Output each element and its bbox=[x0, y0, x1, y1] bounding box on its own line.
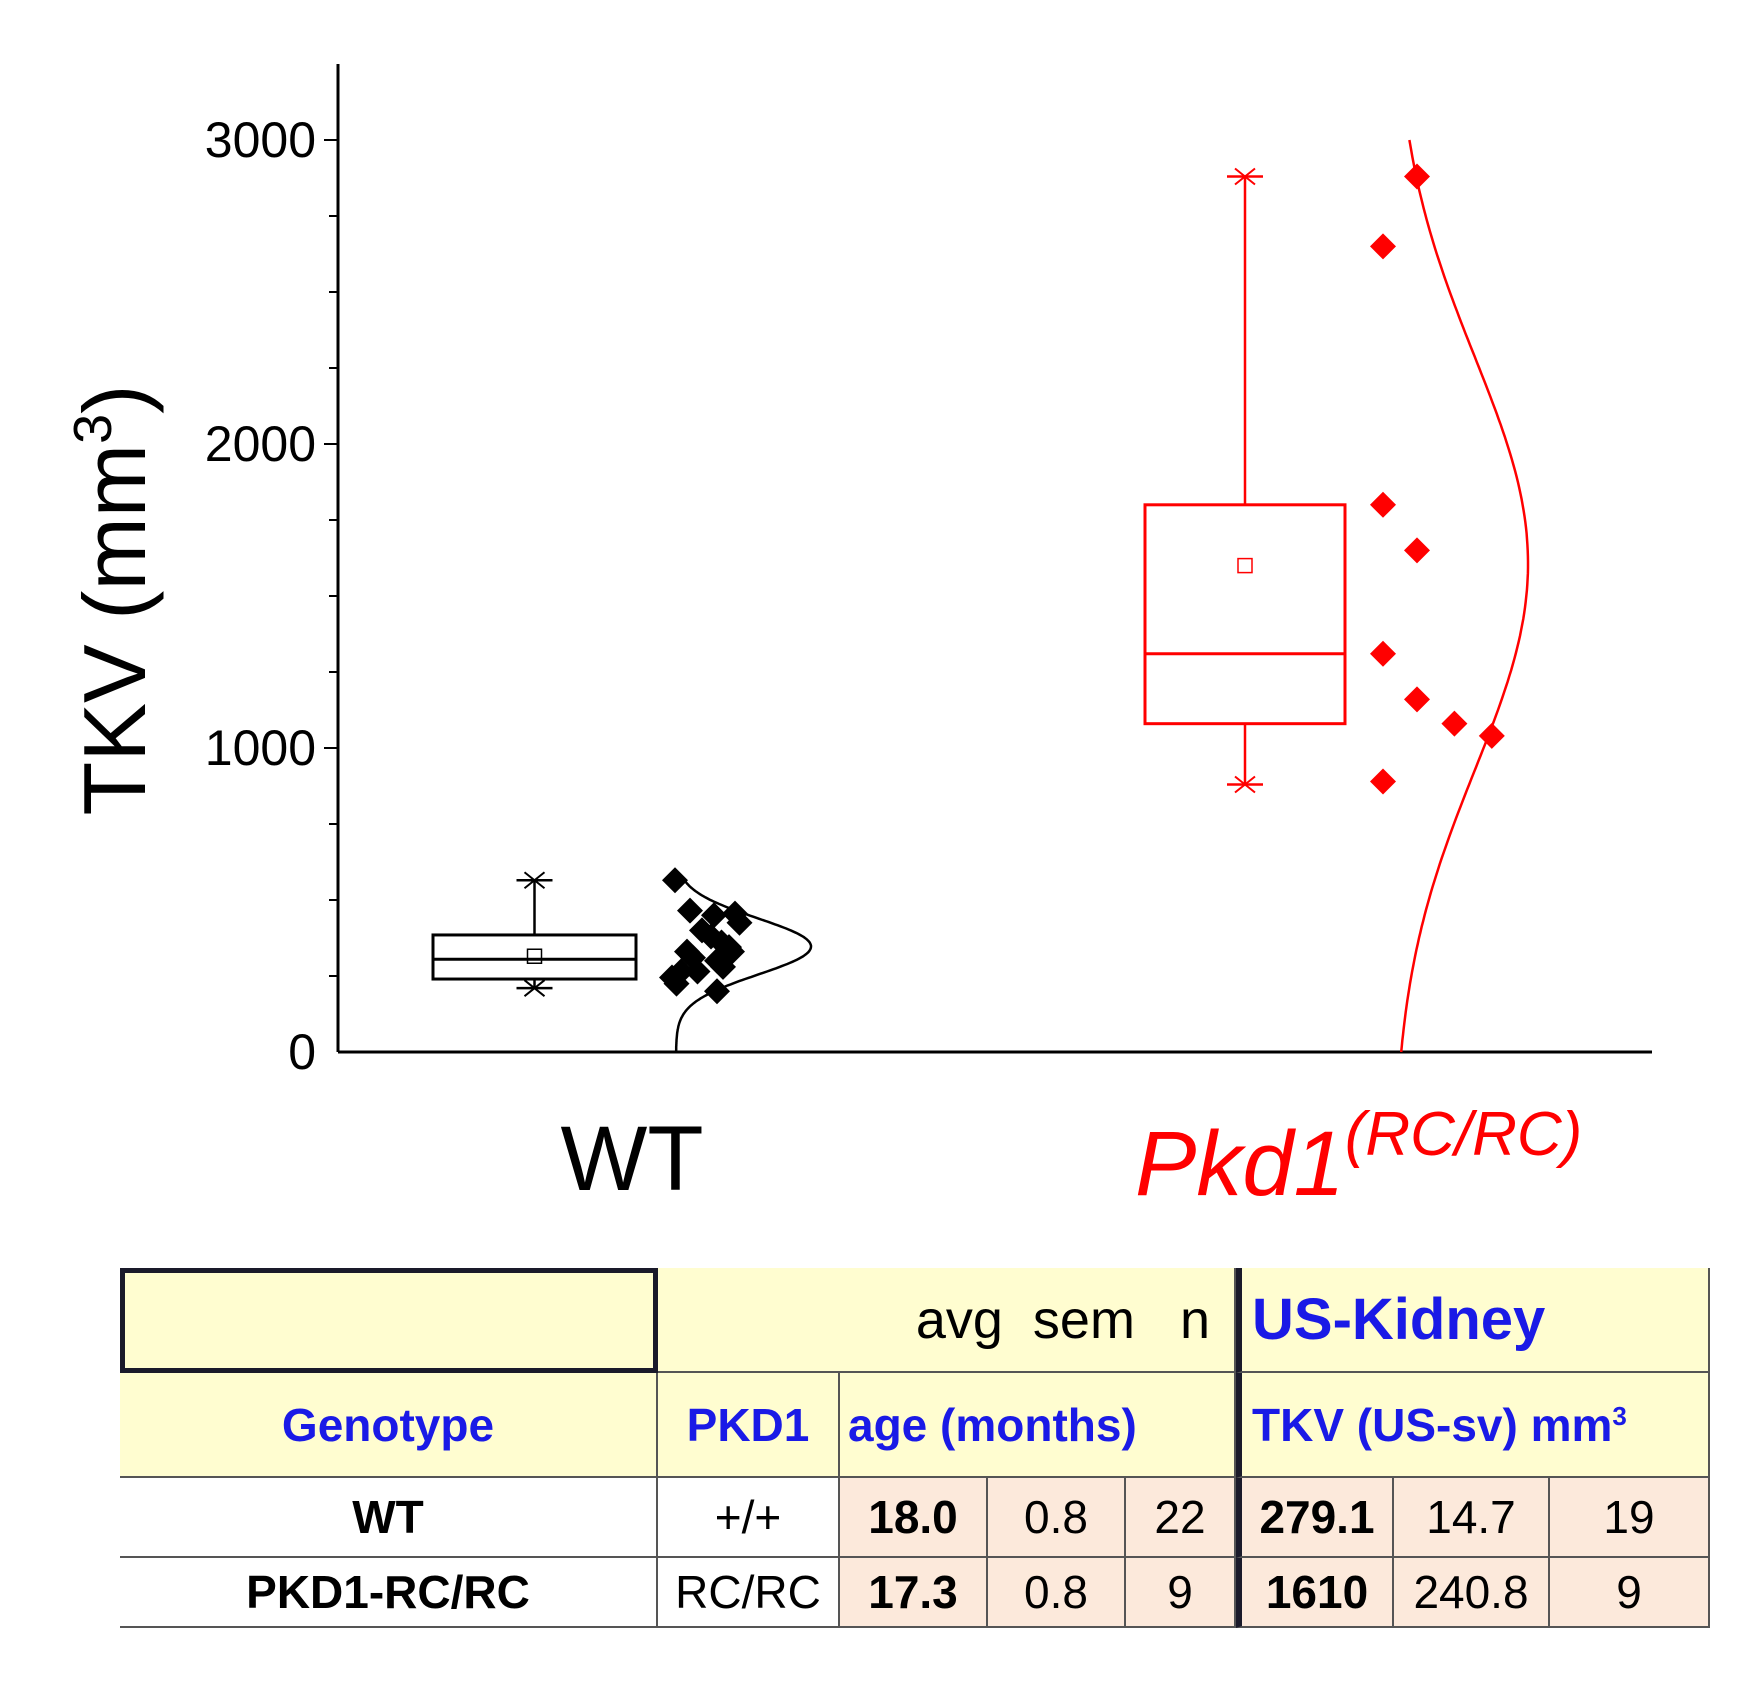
stats-header-text: avg sem n bbox=[915, 1289, 1210, 1350]
col-tkv-text: TKV (US-sv) mm bbox=[1252, 1398, 1613, 1451]
summary-table: avg sem n US-Kidney Genotype PKD1 age (month… bbox=[120, 1268, 1710, 1628]
plot-marks bbox=[431, 139, 1530, 1053]
row-pkd1: RC/RC bbox=[658, 1558, 840, 1628]
row-age-avg: 17.3 bbox=[840, 1558, 988, 1628]
row-genotype: PKD1-RC/RC bbox=[120, 1558, 658, 1628]
row-age-n-text: 9 bbox=[1167, 1566, 1193, 1618]
row-age-sem: 0.8 bbox=[988, 1478, 1126, 1558]
row-pkd1-text: +/+ bbox=[714, 1491, 782, 1543]
row-tkv-sem-text: 14.7 bbox=[1426, 1491, 1516, 1543]
row-tkv-sem: 240.8 bbox=[1394, 1558, 1550, 1628]
row-tkv-n: 9 bbox=[1550, 1558, 1710, 1628]
row-pkd1: +/+ bbox=[658, 1478, 840, 1558]
y-tick-label: 2000 bbox=[205, 416, 316, 472]
group-wt bbox=[431, 867, 813, 1052]
row-genotype: WT bbox=[120, 1478, 658, 1558]
row-tkv-avg-text: 279.1 bbox=[1259, 1491, 1375, 1543]
col-age: age (months) bbox=[840, 1373, 1236, 1478]
iqr-box bbox=[431, 933, 638, 981]
row-genotype-text: PKD1-RC/RC bbox=[246, 1566, 530, 1618]
data-point bbox=[1404, 686, 1430, 713]
row-age-n: 22 bbox=[1126, 1478, 1236, 1558]
mean-marker bbox=[526, 948, 543, 964]
row-tkv-sem: 14.7 bbox=[1394, 1478, 1550, 1558]
row-age-avg: 18.0 bbox=[840, 1478, 988, 1558]
row-tkv-avg-text: 1610 bbox=[1265, 1566, 1369, 1618]
data-point bbox=[684, 958, 711, 985]
row-tkv-n: 19 bbox=[1550, 1478, 1710, 1558]
col-pkd1: PKD1 bbox=[658, 1373, 840, 1478]
y-tick-label: 1000 bbox=[205, 720, 316, 776]
tkv-box-plot: 0 1000 2000 3000 TKV (mm3) WT Pkd1(RC/RC) bbox=[63, 64, 1652, 1215]
data-point bbox=[677, 897, 703, 924]
plot-axes: 0 1000 2000 3000 bbox=[205, 64, 1652, 1080]
stats-header: avg sem n bbox=[658, 1268, 1236, 1373]
row-age-sem: 0.8 bbox=[988, 1558, 1126, 1628]
data-point bbox=[710, 953, 736, 980]
data-point bbox=[1370, 768, 1396, 795]
data-point bbox=[726, 909, 753, 936]
selected-cell bbox=[120, 1268, 658, 1373]
min-marker bbox=[523, 979, 546, 997]
row-age-n: 9 bbox=[1126, 1558, 1236, 1628]
data-point bbox=[701, 902, 727, 929]
data-point bbox=[1404, 537, 1430, 564]
data-point bbox=[1441, 710, 1468, 737]
y-axis-label: TKV (mm3) bbox=[63, 385, 164, 816]
col-tkv-sup: 3 bbox=[1612, 1401, 1627, 1431]
col-pkd1-text: PKD1 bbox=[686, 1398, 810, 1451]
row-tkv-n-text: 19 bbox=[1603, 1491, 1655, 1543]
group-pkd1 bbox=[1143, 139, 1530, 1053]
data-point bbox=[1370, 491, 1396, 518]
row-age-n-text: 22 bbox=[1154, 1491, 1206, 1543]
row-pkd1-text: RC/RC bbox=[675, 1566, 821, 1618]
data-point bbox=[704, 978, 730, 1005]
distribution-curve bbox=[1399, 139, 1530, 1053]
mean-marker bbox=[1237, 557, 1253, 574]
section-title: US-Kidney bbox=[1236, 1268, 1710, 1373]
y-tick-label: 3000 bbox=[205, 112, 316, 168]
max-marker bbox=[1234, 167, 1256, 186]
max-marker bbox=[523, 871, 546, 890]
data-point bbox=[1370, 233, 1396, 260]
row-genotype-text: WT bbox=[352, 1491, 424, 1543]
row-tkv-avg: 1610 bbox=[1236, 1558, 1394, 1628]
row-age-sem-text: 0.8 bbox=[1024, 1566, 1088, 1618]
y-tick-label: 0 bbox=[288, 1024, 316, 1080]
data-point bbox=[1404, 163, 1430, 190]
row-tkv-n-text: 9 bbox=[1616, 1566, 1642, 1618]
row-age-avg-text: 18.0 bbox=[868, 1491, 958, 1543]
min-marker bbox=[1234, 775, 1256, 794]
row-tkv-avg: 279.1 bbox=[1236, 1478, 1394, 1558]
section-title-text: US-Kidney bbox=[1252, 1287, 1546, 1352]
col-age-text: age (months) bbox=[848, 1398, 1137, 1451]
group-label-pkd1: Pkd1(RC/RC) bbox=[1135, 1100, 1582, 1215]
col-genotype-text: Genotype bbox=[281, 1398, 495, 1451]
row-age-sem-text: 0.8 bbox=[1024, 1491, 1088, 1543]
iqr-box bbox=[1143, 503, 1347, 726]
col-tkv: TKV (US-sv) mm 3 bbox=[1236, 1373, 1710, 1478]
group-label-wt: WT bbox=[560, 1108, 703, 1210]
data-point bbox=[1478, 722, 1505, 749]
col-genotype: Genotype bbox=[120, 1373, 658, 1478]
data-point bbox=[662, 867, 688, 894]
row-age-avg-text: 17.3 bbox=[868, 1566, 958, 1618]
data-point bbox=[663, 970, 690, 997]
row-tkv-sem-text: 240.8 bbox=[1413, 1566, 1529, 1618]
data-point bbox=[1370, 640, 1396, 667]
